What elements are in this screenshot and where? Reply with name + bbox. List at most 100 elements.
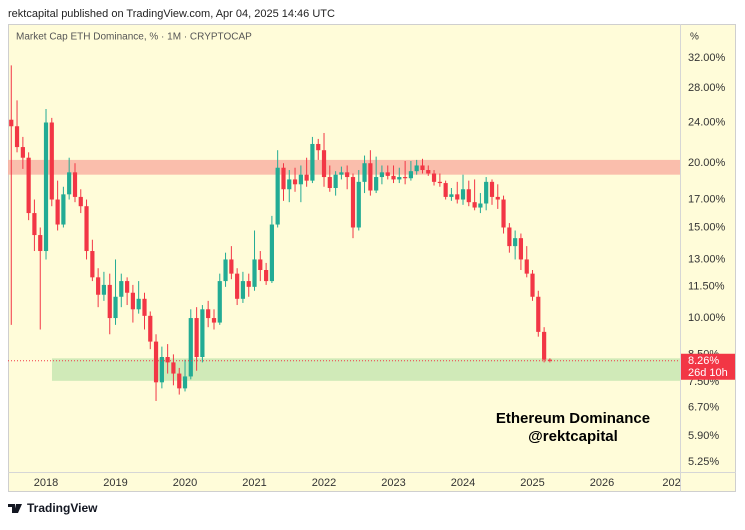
y-tick-label: 28.00% — [688, 82, 726, 94]
candle-body — [426, 170, 431, 174]
chart-title: Market Cap ETH Dominance, % · 1M · CRYPT… — [16, 32, 252, 43]
y-tick-label: 11.50% — [688, 281, 725, 293]
candle-body — [530, 273, 535, 297]
plot-area — [8, 65, 681, 401]
candle-body — [321, 150, 327, 178]
candle-body — [513, 238, 518, 247]
candle-body — [408, 171, 413, 179]
candle-body — [14, 126, 20, 148]
candle-body — [49, 122, 54, 200]
candle-body — [356, 181, 361, 228]
zone — [51, 358, 681, 381]
candle-body — [374, 177, 379, 191]
candle-body — [385, 172, 390, 176]
candle-body — [206, 309, 211, 319]
candle-body — [379, 172, 385, 178]
candle-body — [211, 318, 217, 323]
candle-body — [501, 199, 506, 228]
countdown-label: 26d 10h — [688, 367, 728, 379]
candle-body — [298, 174, 303, 185]
candle-body — [194, 318, 199, 358]
candle-body — [489, 181, 495, 197]
candle-body — [339, 172, 344, 175]
candle-body — [240, 281, 246, 299]
x-tick-label: 2024 — [451, 477, 475, 489]
candle-body — [281, 167, 286, 190]
candle-body — [165, 357, 170, 363]
x-tick-label: 2026 — [590, 477, 614, 489]
candle-body — [101, 284, 107, 295]
candle-body — [223, 259, 228, 282]
candle-body — [67, 172, 72, 195]
candle-body — [38, 235, 43, 252]
x-tick-label: 2022 — [312, 477, 336, 489]
y-tick-label: 5.25% — [688, 456, 719, 468]
x-tick-label: 2023 — [381, 477, 405, 489]
candle-body — [177, 373, 182, 389]
candle-body — [258, 259, 263, 271]
candle-body — [287, 179, 292, 190]
candle-body — [229, 259, 234, 274]
x-tick-label: 2018 — [34, 477, 58, 489]
y-tick-label: 24.00% — [688, 116, 726, 128]
candle-body — [84, 206, 89, 252]
candle-body — [26, 157, 31, 214]
candle-body — [466, 189, 471, 203]
candle-body — [142, 298, 147, 316]
x-tick-label: 2020 — [173, 477, 197, 489]
candle-body — [507, 227, 512, 247]
candle-body — [316, 143, 321, 151]
candle-body — [113, 296, 118, 319]
zone — [8, 159, 680, 175]
header: rektcapital published on TradingView.com… — [8, 8, 335, 20]
candle-body — [252, 259, 257, 287]
candle-body — [524, 259, 529, 274]
candle-body — [78, 196, 83, 207]
candle-body — [414, 165, 419, 172]
y-tick-label: 6.70% — [688, 401, 719, 413]
candle-body — [136, 298, 141, 310]
candle-body — [96, 277, 101, 295]
candle-body — [119, 281, 124, 297]
candle-body — [217, 281, 222, 323]
candle-body — [275, 167, 280, 225]
candle-body — [495, 196, 500, 200]
candle-body — [246, 281, 251, 287]
candle-body — [420, 165, 425, 171]
candle-body — [264, 270, 269, 282]
candle-body — [32, 213, 37, 236]
candle-body — [269, 224, 274, 282]
last-price-label: 8.26% — [688, 355, 719, 367]
candle-body — [292, 179, 298, 185]
candle-body — [9, 119, 14, 127]
candle-body — [327, 177, 332, 189]
y-tick-label: 10.00% — [688, 312, 726, 324]
candle-body — [200, 309, 205, 358]
candle-body — [90, 251, 95, 278]
candle-body — [304, 174, 309, 181]
last-price-box — [681, 353, 735, 380]
candle-body — [20, 147, 25, 158]
candle-body — [536, 296, 541, 332]
candle-body — [310, 143, 315, 181]
x-tick-label: 2025 — [520, 477, 544, 489]
candle-body — [61, 194, 66, 225]
candle-body — [437, 181, 442, 184]
chart-frame — [8, 24, 736, 492]
x-tick-label: 202 — [662, 477, 680, 489]
candle-body — [153, 341, 159, 383]
candle-body — [333, 174, 338, 189]
y-tick-label: 5.90% — [688, 430, 719, 442]
candle-body — [350, 177, 356, 228]
candle-body — [391, 175, 396, 180]
candle-body — [403, 177, 408, 179]
candle-body — [130, 292, 135, 310]
y-tick-label: 17.00% — [688, 193, 726, 205]
candle-body — [171, 362, 176, 374]
candle-body — [460, 189, 466, 200]
x-tick-label: 2021 — [242, 477, 266, 489]
candle-body — [547, 359, 552, 361]
candle-body — [188, 318, 193, 377]
